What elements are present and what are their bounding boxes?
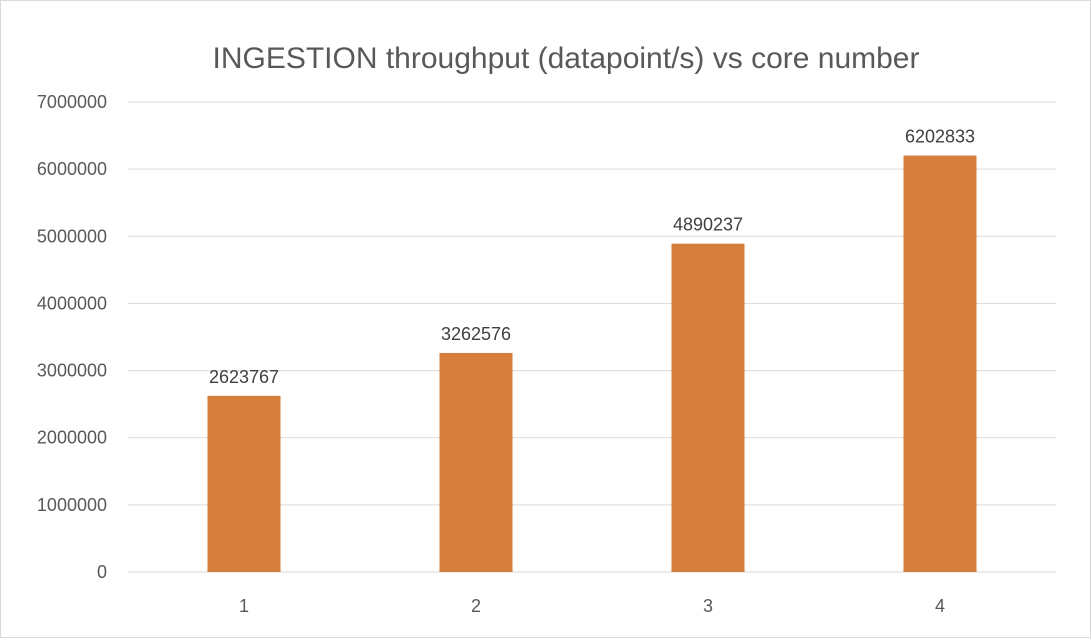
x-axis-tick-labels: 1 2 3 4	[239, 596, 945, 616]
y-tick-label: 1000000	[37, 495, 107, 515]
bar	[439, 352, 513, 572]
y-tick-label: 7000000	[37, 92, 107, 112]
bar	[207, 395, 281, 572]
y-tick-label: 3000000	[37, 361, 107, 381]
gridlines	[128, 101, 1056, 573]
y-tick-label: 6000000	[37, 159, 107, 179]
y-axis-tick-labels: 0 1000000 2000000 3000000 4000000 5000000 6000…	[37, 92, 107, 582]
chart-title: INGESTION throughput (datapoint/s) vs co…	[213, 42, 920, 75]
x-tick-label: 2	[471, 596, 481, 616]
y-tick-label: 4000000	[37, 293, 107, 313]
x-tick-label: 1	[239, 596, 249, 616]
data-label: 6202833	[905, 127, 975, 147]
x-tick-label: 4	[935, 596, 945, 616]
y-tick-label: 0	[97, 562, 107, 582]
bars	[207, 155, 977, 573]
data-label: 3262576	[441, 324, 511, 344]
data-label: 2623767	[209, 367, 279, 387]
y-tick-label: 2000000	[37, 428, 107, 448]
y-tick-label: 5000000	[37, 226, 107, 246]
bar	[903, 155, 977, 573]
data-label: 4890237	[673, 215, 743, 235]
data-labels: 2623767 3262576 4890237 6202833	[209, 127, 975, 387]
x-tick-label: 3	[703, 596, 713, 616]
bar	[671, 243, 745, 572]
